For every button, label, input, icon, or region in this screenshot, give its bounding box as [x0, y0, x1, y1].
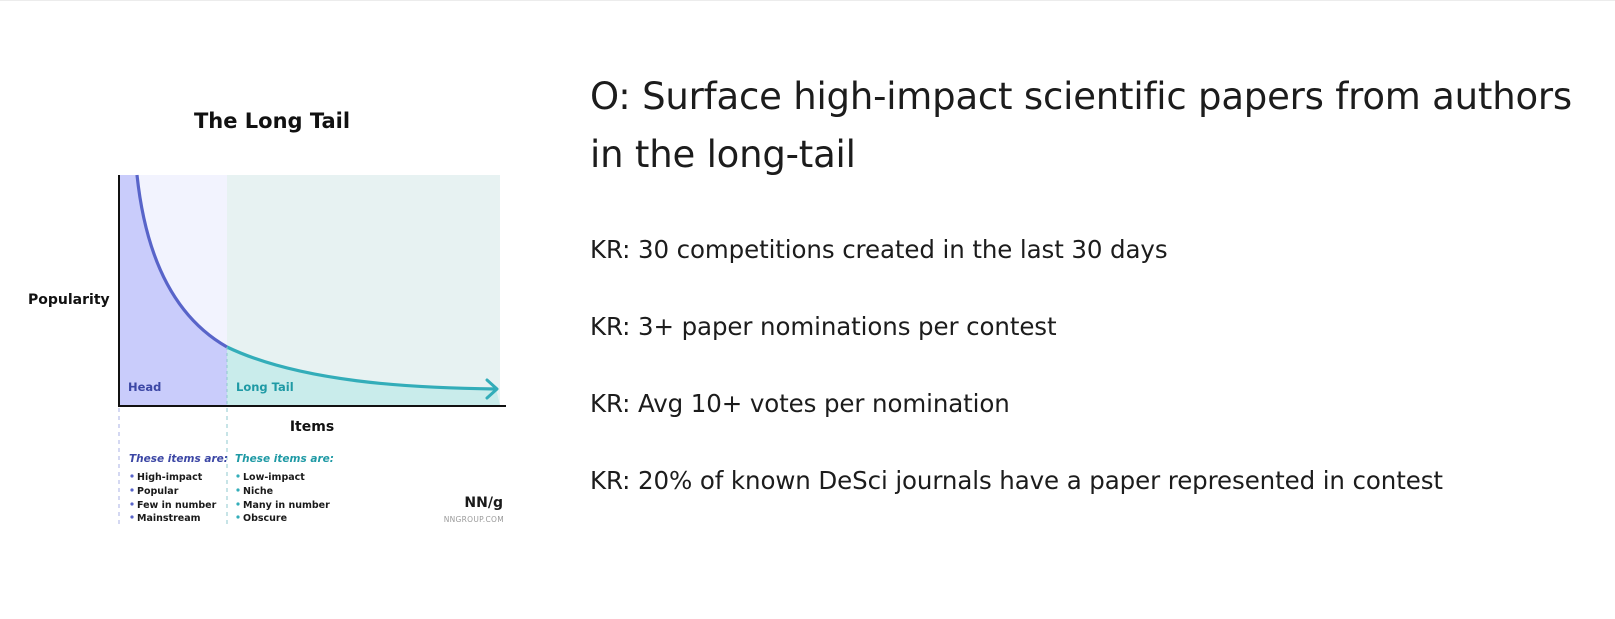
head-list: High-impact Popular Few in number Mainst… — [130, 472, 217, 524]
bullet-icon — [236, 474, 240, 478]
tail-list: Low-impact Niche Many in number Obscure — [236, 472, 330, 524]
head-curve — [135, 174, 228, 349]
tail-list-heading: These items are: — [235, 453, 334, 465]
head-list-heading: These items are: — [129, 453, 228, 465]
key-result-item: KR: 3+ paper nominations per contest — [590, 312, 1057, 341]
y-axis-label: Popularity — [28, 292, 110, 308]
nng-url: NNGROUP.COM — [444, 515, 504, 524]
tail-area — [227, 347, 500, 405]
bullet-icon — [130, 502, 134, 506]
tail-label: Long Tail — [236, 380, 294, 394]
key-result-item: KR: 30 competitions created in the last … — [590, 235, 1168, 264]
bullet-icon — [130, 474, 134, 478]
bullet-icon — [236, 488, 240, 492]
list-item: Mainstream — [137, 513, 201, 524]
top-divider — [0, 0, 1615, 1]
objective-heading: O: Surface high-impact scientific papers… — [590, 75, 1572, 176]
bullet-icon — [130, 515, 134, 519]
list-item: Popular — [137, 486, 179, 497]
tail-arrow-icon — [485, 378, 499, 400]
x-axis-label: Items — [290, 419, 334, 435]
list-item: Obscure — [243, 513, 287, 524]
key-result-item: KR: 20% of known DeSci journals have a p… — [590, 466, 1443, 495]
tail-curve — [226, 345, 497, 391]
list-item: Niche — [243, 486, 273, 497]
key-results-list: KR: 30 competitions created in the last … — [590, 234, 1443, 542]
okr-panel: O: Surface high-impact scientific papers… — [590, 68, 1590, 495]
bullet-icon — [130, 488, 134, 492]
list-item: High-impact — [137, 472, 203, 483]
long-tail-diagram: The Long Tail Popularity Items Head Long… — [28, 109, 506, 525]
nng-logo: NN/g — [464, 495, 503, 511]
list-item: Many in number — [243, 500, 330, 511]
head-label: Head — [128, 380, 161, 394]
bullet-icon — [236, 515, 240, 519]
list-item: Low-impact — [243, 472, 305, 483]
key-result-item: KR: Avg 10+ votes per nomination — [590, 389, 1010, 418]
figure-title: The Long Tail — [194, 109, 350, 133]
bullet-icon — [236, 502, 240, 506]
long-tail-figure: The Long Tail Popularity Items Head Long… — [0, 0, 560, 619]
list-item: Few in number — [137, 500, 217, 511]
